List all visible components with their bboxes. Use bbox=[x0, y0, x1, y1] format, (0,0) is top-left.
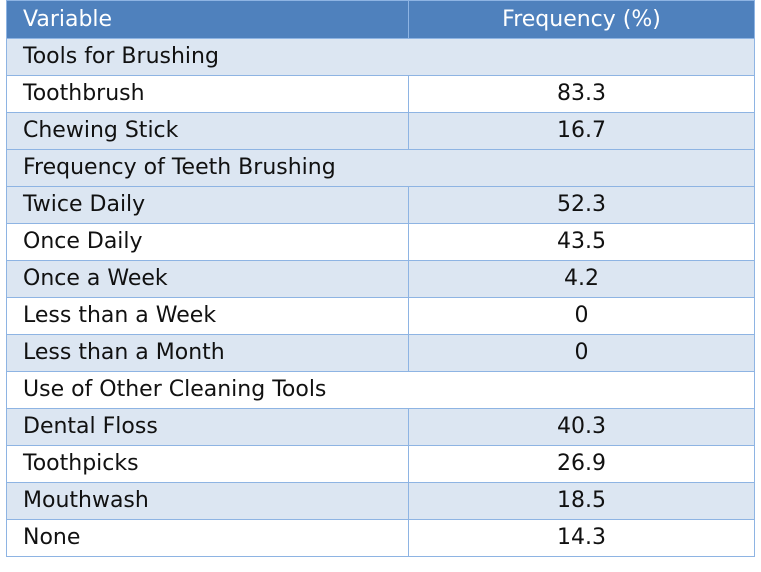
row-value: 43.5 bbox=[408, 223, 755, 261]
row-label: Mouthwash bbox=[6, 482, 409, 520]
row-value: 83.3 bbox=[408, 75, 755, 113]
row-label: Less than a Week bbox=[6, 297, 409, 335]
table-row: Twice Daily 52.3 bbox=[6, 186, 755, 224]
table-row: Toothbrush 83.3 bbox=[6, 75, 755, 113]
row-label: Toothpicks bbox=[6, 445, 409, 483]
column-header-frequency: Frequency (%) bbox=[408, 0, 755, 39]
table-row: Once Daily 43.5 bbox=[6, 223, 755, 261]
section-row: Tools for Brushing bbox=[6, 38, 755, 76]
section-label: Use of Other Cleaning Tools bbox=[6, 371, 755, 409]
section-label: Frequency of Teeth Brushing bbox=[6, 149, 755, 187]
row-value: 52.3 bbox=[408, 186, 755, 224]
section-label: Tools for Brushing bbox=[6, 38, 755, 76]
table-row: Toothpicks 26.9 bbox=[6, 445, 755, 483]
row-value: 40.3 bbox=[408, 408, 755, 446]
row-label: Less than a Month bbox=[6, 334, 409, 372]
row-label: Toothbrush bbox=[6, 75, 409, 113]
table-body: Tools for Brushing Toothbrush 83.3 Chewi… bbox=[6, 38, 755, 557]
table-row: Less than a Week 0 bbox=[6, 297, 755, 335]
row-label: Once a Week bbox=[6, 260, 409, 298]
row-value: 14.3 bbox=[408, 519, 755, 557]
row-value: 4.2 bbox=[408, 260, 755, 298]
oral-hygiene-table-container: Variable Frequency (%) Tools for Brushin… bbox=[6, 0, 755, 557]
row-label: None bbox=[6, 519, 409, 557]
row-value: 0 bbox=[408, 297, 755, 335]
table-row: Once a Week 4.2 bbox=[6, 260, 755, 298]
table-row: Chewing Stick 16.7 bbox=[6, 112, 755, 150]
row-value: 26.9 bbox=[408, 445, 755, 483]
table-row: Mouthwash 18.5 bbox=[6, 482, 755, 520]
column-header-variable: Variable bbox=[6, 0, 409, 39]
row-label: Dental Floss bbox=[6, 408, 409, 446]
oral-hygiene-table: Variable Frequency (%) Tools for Brushin… bbox=[6, 0, 755, 557]
header-row: Variable Frequency (%) bbox=[6, 0, 755, 39]
row-label: Once Daily bbox=[6, 223, 409, 261]
row-value: 18.5 bbox=[408, 482, 755, 520]
table-row: None 14.3 bbox=[6, 519, 755, 557]
table-row: Less than a Month 0 bbox=[6, 334, 755, 372]
section-row: Frequency of Teeth Brushing bbox=[6, 149, 755, 187]
section-row: Use of Other Cleaning Tools bbox=[6, 371, 755, 409]
table-row: Dental Floss 40.3 bbox=[6, 408, 755, 446]
row-value: 16.7 bbox=[408, 112, 755, 150]
table-header: Variable Frequency (%) bbox=[6, 0, 755, 39]
row-label: Twice Daily bbox=[6, 186, 409, 224]
row-value: 0 bbox=[408, 334, 755, 372]
row-label: Chewing Stick bbox=[6, 112, 409, 150]
